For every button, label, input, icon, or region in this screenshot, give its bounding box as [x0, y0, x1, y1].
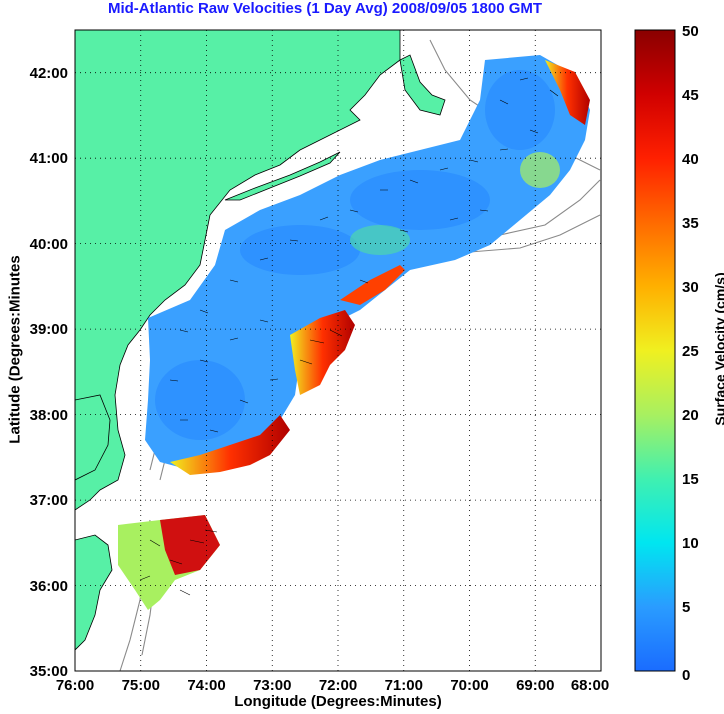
- y-tick-label: 42:00: [30, 65, 68, 82]
- colorbar-tick-label: 45: [682, 87, 699, 104]
- y-tick-label: 41:00: [30, 150, 68, 167]
- land-delmarva: [75, 394, 111, 481]
- x-tick-label: 70:00: [450, 677, 488, 694]
- grid-lines: [75, 30, 601, 671]
- colorbar-tick-label: 20: [682, 407, 699, 424]
- colorbar-tick-label: 10: [682, 535, 699, 552]
- colorbar-tick-labels: 50 45 40 35 30 25 20 15 10 5 0: [682, 23, 699, 684]
- colorbar-tick-label: 50: [682, 23, 699, 40]
- x-tick-label: 76:00: [56, 677, 94, 694]
- velocity-hotspot-southeast: [290, 310, 355, 395]
- y-tick-label: 36:00: [30, 578, 68, 595]
- land-long-island: [224, 151, 341, 201]
- x-tick-label: 68:00: [571, 677, 609, 694]
- y-tick-labels: 42:00 41:00 40:00 39:00 38:00 37:00 36:0…: [30, 65, 68, 680]
- land-mainland: [75, 30, 401, 511]
- map-title: Mid-Atlantic Raw Velocities (1 Day Avg) …: [107, 0, 543, 17]
- colorbar-tick-label: 5: [682, 599, 690, 616]
- map-frame: [74, 29, 602, 672]
- x-tick-label: 73:00: [253, 677, 291, 694]
- x-tick-label: 71:00: [385, 677, 423, 694]
- x-tick-label: 75:00: [122, 677, 160, 694]
- x-tick-label: 72:00: [319, 677, 357, 694]
- y-tick-label: 38:00: [30, 407, 68, 424]
- velocity-arrows: [139, 77, 559, 596]
- colorbar-tick-label: 35: [682, 215, 699, 232]
- x-axis-label: Longitude (Degrees:Minutes): [234, 693, 442, 710]
- colorbar: [634, 29, 676, 672]
- x-tick-label: 74:00: [187, 677, 225, 694]
- colorbar-tick-label: 25: [682, 343, 699, 360]
- colorbar-tick-label: 30: [682, 279, 699, 296]
- x-tick-label: 69:00: [516, 677, 554, 694]
- colorbar-tick-label: 0: [682, 667, 690, 684]
- colorbar-tick-label: 15: [682, 471, 699, 488]
- land-cape-cod: [399, 54, 446, 116]
- velocity-hotspot-shelf-edge: [340, 265, 405, 305]
- y-tick-label: 39:00: [30, 321, 68, 338]
- velocity-hotspot-northeast: [545, 60, 590, 125]
- y-tick-label: 40:00: [30, 236, 68, 253]
- y-tick-label: 37:00: [30, 492, 68, 509]
- land-southern-coast: [75, 534, 113, 651]
- colorbar-tick-label: 40: [682, 151, 699, 168]
- velocity-hotspot-south: [170, 415, 290, 475]
- velocity-field-main: [145, 55, 590, 470]
- x-tick-labels: 76:00 75:00 74:00 73:00 72:00 71:00 70:0…: [56, 677, 609, 694]
- y-tick-label: 35:00: [30, 663, 68, 680]
